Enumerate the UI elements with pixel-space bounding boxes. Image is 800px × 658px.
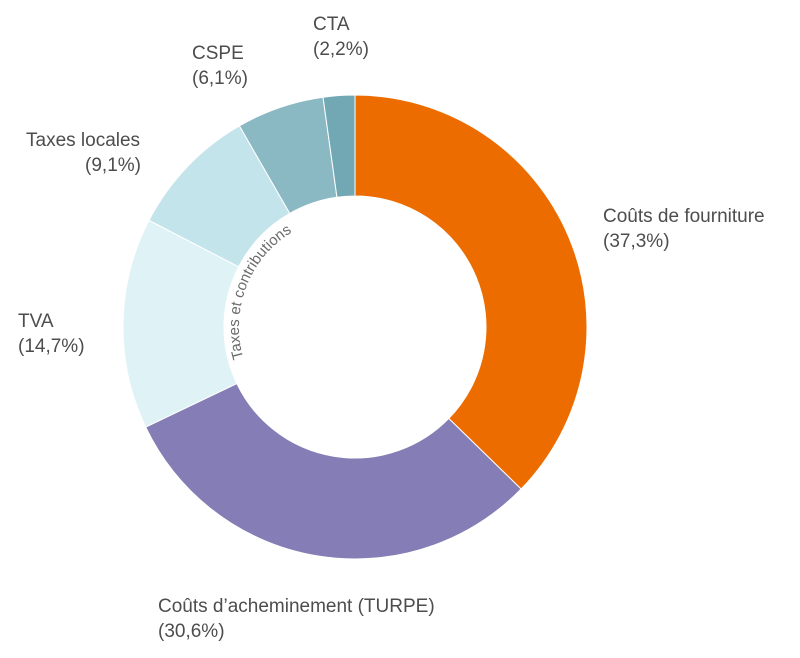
slice-cta [322, 94, 356, 198]
value-couts-fourniture: (37,3%) [603, 231, 670, 252]
label-tva: TVA [18, 311, 54, 332]
label-cta: CTA [313, 14, 350, 35]
slices-group [122, 94, 588, 560]
slice-couts-d-acheminement-turpe [145, 382, 522, 560]
slice-couts-de-fourniture [354, 94, 588, 490]
label-taxes-locales: Taxes locales [26, 130, 140, 151]
value-tva: (14,7%) [18, 336, 85, 357]
value-cspe: (6,1%) [192, 68, 248, 89]
value-couts-acheminement: (30,6%) [158, 621, 225, 642]
value-cta: (2,2%) [313, 39, 369, 60]
label-couts-acheminement: Coûts d’acheminement (TURPE) [158, 596, 435, 617]
label-cspe: CSPE [192, 43, 244, 64]
value-taxes-locales: (9,1%) [85, 155, 141, 176]
label-couts-fourniture: Coûts de fourniture [603, 206, 765, 227]
